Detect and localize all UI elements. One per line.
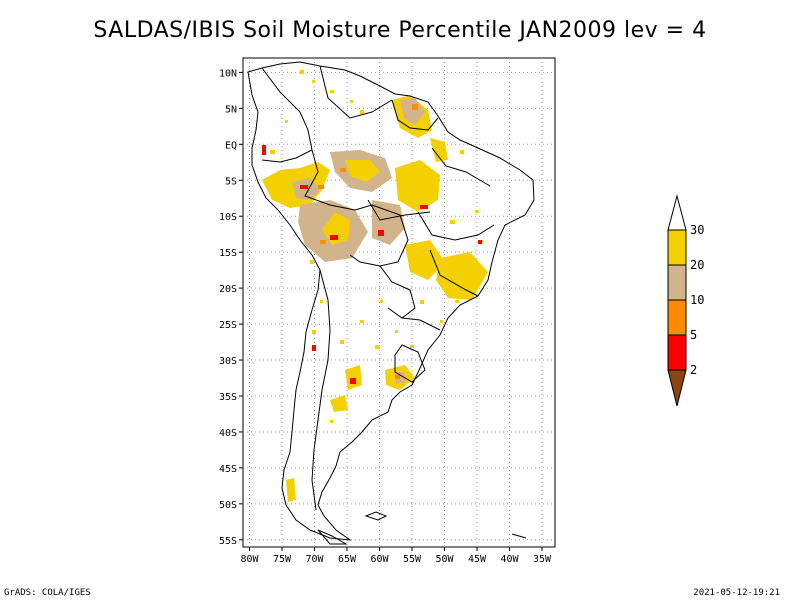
border-brazil-states-4: [401, 317, 441, 331]
lat-tick-label: 5S: [225, 176, 237, 187]
border-colombia: [261, 67, 313, 163]
lat-tick-label: EQ: [225, 140, 237, 151]
patch-southeast: [436, 252, 488, 300]
legend-label-2: 2: [690, 363, 697, 377]
percentile-patches: [262, 70, 488, 502]
legend-label-20: 20: [690, 258, 704, 272]
border-brazil-states-5: [367, 199, 431, 221]
latitude-ticks: 10N 5N EQ 5S 10S 15S 20S 25S 30S 35S 40S 45S 50S 55S: [219, 68, 243, 547]
patch-center-west: [405, 240, 445, 280]
hotspot-patches: [262, 104, 482, 384]
patch-amapa: [430, 138, 448, 162]
patch-rondonia-y: [322, 212, 350, 245]
patch-guianas-tan: [400, 98, 425, 125]
patch-amazon-central-y: [345, 160, 380, 182]
lon-tick-label: 40W: [500, 554, 519, 565]
border-uruguay: [394, 344, 426, 383]
lat-tick-label: 55S: [219, 536, 237, 547]
lon-tick-label: 65W: [338, 554, 357, 565]
legend-lt2-triangle: [667, 369, 687, 407]
longitude-ticks: 80W 75W 70W 65W 60W 55W 50W 45W 40W 35W: [240, 547, 552, 565]
lat-tick-label: 5N: [225, 104, 237, 115]
patch-para: [395, 160, 440, 212]
legend-10-20: [667, 264, 687, 301]
lat-tick-label: 40S: [219, 428, 237, 439]
lat-tick-label: 10N: [219, 68, 237, 79]
patch-argentina-2: [330, 395, 348, 412]
border-paraguay: [379, 265, 416, 319]
patch-argentina-1: [345, 365, 362, 390]
lat-tick-label: 25S: [219, 320, 237, 331]
border-bolivia: [349, 204, 409, 267]
border-brazil-states-1: [431, 147, 491, 187]
south-georgia: [511, 533, 527, 539]
legend-2-5: [667, 334, 687, 371]
lat-tick-label: 50S: [219, 500, 237, 511]
footer-credit: GrADS: COLA/IGES: [4, 588, 91, 598]
border-brazil-states-3: [429, 249, 479, 297]
footer-timestamp: 2021-05-12-19:21: [693, 588, 780, 598]
lat-tick-label: 45S: [219, 464, 237, 475]
lon-tick-label: 75W: [273, 554, 292, 565]
coastlines: [247, 61, 535, 545]
lon-tick-label: 35W: [533, 554, 552, 565]
lat-tick-label: 10S: [219, 212, 237, 223]
legend-gt30-triangle: [667, 194, 687, 231]
lat-tick-label: 30S: [219, 356, 237, 367]
tierra-del-fuego: [317, 529, 348, 545]
lon-tick-label: 45W: [468, 554, 487, 565]
lat-tick-label: 15S: [219, 248, 237, 259]
patch-patagonia: [286, 478, 296, 502]
lon-tick-label: 55W: [403, 554, 422, 565]
legend-label-30: 30: [690, 223, 704, 237]
border-chile-argentina: [311, 269, 331, 511]
border-guyana: [391, 99, 439, 131]
lon-tick-label: 70W: [305, 554, 324, 565]
lat-tick-label: 20S: [219, 284, 237, 295]
lon-tick-label: 50W: [435, 554, 454, 565]
lon-tick-label: 80W: [240, 554, 259, 565]
speckle-patches: [270, 70, 483, 423]
border-venezuela: [319, 65, 393, 119]
legend-20-30: [667, 229, 687, 266]
legend-label-10: 10: [690, 293, 704, 307]
lon-tick-label: 60W: [370, 554, 389, 565]
legend-colorbar: 30 20 10 5 2: [667, 194, 704, 407]
falklands: [364, 511, 388, 521]
map-gridlines: [243, 58, 555, 547]
lat-tick-label: 35S: [219, 392, 237, 403]
border-brazil-states-2: [417, 211, 495, 241]
map-frame: [242, 57, 556, 548]
legend-label-5: 5: [690, 328, 697, 342]
border-peru-brazil: [304, 149, 356, 211]
map-title: SALDAS/IBIS Soil Moisture Percentile JAN…: [93, 18, 707, 43]
legend-5-10: [667, 299, 687, 336]
